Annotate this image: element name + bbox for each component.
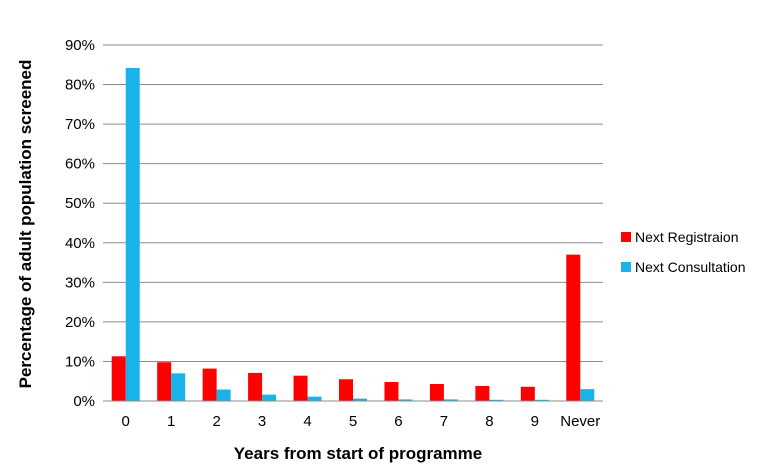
bar-next-registraion-8 [475,385,490,401]
x-tick-label: 2 [212,413,220,430]
legend-swatch [621,262,631,272]
legend: Next Registraion Next Consultation [621,229,746,275]
bar-next-registraion-9 [520,386,535,401]
bar-next-consultation-3 [262,394,277,401]
y-axis-ticks: 0% 10% 20% 30% 40% 50% 60% 70% 80% 90% [65,37,95,410]
bar-next-consultation-7 [443,399,458,401]
x-tick-label: 9 [531,413,539,430]
bar-next-registraion-3 [248,372,263,401]
bar-next-consultation-2 [216,389,231,401]
y-tick-label: 20% [65,314,95,331]
x-tick-label: 7 [440,413,448,430]
y-tick-label: 70% [65,116,95,133]
y-axis-title: Percentage of adult population screened [16,60,35,389]
bar-next-consultation-5 [353,398,367,401]
bar-next-registraion-6 [384,382,399,401]
bar-next-consultation-9 [534,399,549,401]
x-tick-label: 5 [349,413,357,430]
x-axis-title: Years from start of programme [234,444,482,463]
bar-next-registraion-5 [339,379,353,401]
y-tick-label: 60% [65,156,95,173]
y-tick-label: 30% [65,274,95,291]
x-tick-label: 6 [394,413,402,430]
bar-next-consultation-0 [125,67,140,401]
bar-next-consultation-1 [171,373,186,401]
x-tick-label: 4 [303,413,311,430]
y-tick-label: 10% [65,353,95,370]
bar-next-consultation-6 [398,399,413,401]
bar-next-registraion-4 [293,375,308,401]
bar-next-registraion-1 [157,362,172,401]
y-tick-label: 80% [65,77,95,94]
bar-next-registraion-2 [202,368,217,401]
legend-label: Next Consultation [635,259,746,275]
bar-next-registraion-7 [429,383,444,401]
bar-next-consultation-8 [489,399,504,401]
legend-label: Next Registraion [635,229,739,245]
y-tick-label: 40% [65,235,95,252]
x-axis-ticks: 0 1 2 3 4 5 6 7 8 9 Never [122,413,601,430]
x-tick-label: 3 [258,413,266,430]
bars [111,67,595,401]
bar-next-consultation-4 [307,396,322,401]
legend-swatch [621,232,631,242]
y-tick-label: 50% [65,195,95,212]
x-tick-label: 1 [167,413,175,430]
y-tick-label: 90% [65,37,95,54]
x-tick-label: 0 [122,413,130,430]
x-tick-label: Never [560,413,600,430]
bar-next-registraion-0 [111,356,126,401]
gridlines [103,44,603,362]
bar-next-registraion-never [566,254,581,401]
x-tick-label: 8 [485,413,493,430]
y-tick-label: 0% [73,393,95,410]
bar-next-consultation-never [580,389,595,401]
